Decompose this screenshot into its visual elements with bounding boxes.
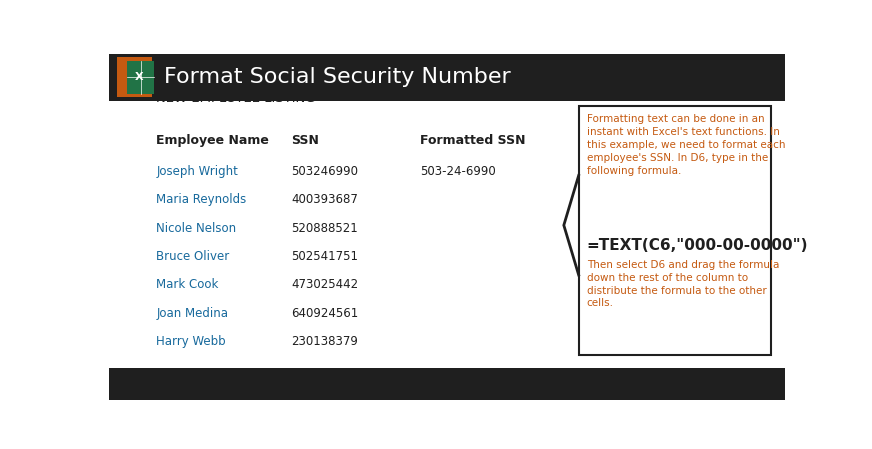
Text: Employee Name: Employee Name [156,134,269,147]
Bar [109,369,785,400]
Text: NEW EMPLOYEE LISTING: NEW EMPLOYEE LISTING [156,92,316,106]
Text: 503246990: 503246990 [291,165,358,178]
Text: 503-24-6990: 503-24-6990 [420,165,495,178]
Text: 473025442: 473025442 [291,278,358,291]
Text: 230138379: 230138379 [291,335,358,348]
Text: Mark Cook: Mark Cook [156,278,219,291]
Text: Maria Reynolds: Maria Reynolds [156,193,247,206]
Text: Joan Medina: Joan Medina [156,307,228,320]
Text: 502541751: 502541751 [291,250,358,263]
Text: Formatting text can be done in an
instant with Excel's text functions. In
this e: Formatting text can be done in an instan… [587,114,786,176]
Text: 520888521: 520888521 [291,222,358,235]
Text: Nicole Nelson: Nicole Nelson [156,222,236,235]
Text: Joseph Wright: Joseph Wright [156,165,238,178]
Text: Harry Webb: Harry Webb [156,335,226,348]
Bar [117,57,153,97]
Text: Bruce Oliver: Bruce Oliver [156,250,229,263]
Bar [127,61,154,94]
Text: Formatted SSN: Formatted SSN [420,134,525,147]
Text: 640924561: 640924561 [291,307,358,320]
Text: X: X [135,72,144,82]
FancyBboxPatch shape [579,106,771,355]
Text: 400393687: 400393687 [291,193,358,206]
Text: Then select D6 and drag the formula
down the rest of the column to
distribute th: Then select D6 and drag the formula down… [587,260,780,308]
Bar [109,54,785,101]
Text: Format Social Security Number: Format Social Security Number [165,67,511,87]
Text: SSN: SSN [291,134,319,147]
Text: =TEXT(C6,"000-00-0000"): =TEXT(C6,"000-00-0000") [587,238,808,253]
